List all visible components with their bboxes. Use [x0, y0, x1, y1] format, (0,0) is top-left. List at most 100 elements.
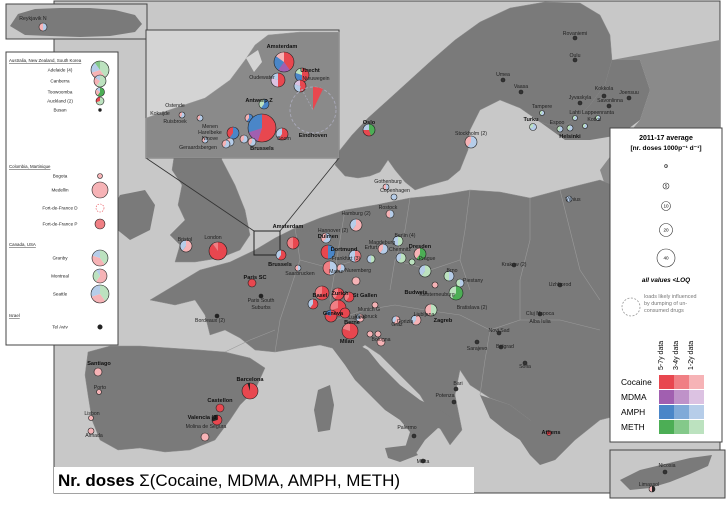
marker-oslo-marker	[362, 123, 376, 137]
marker-porto-marker	[96, 389, 102, 395]
marker-bx-harelbeke-outline	[239, 134, 249, 144]
marker-bx-oudewater-slice	[278, 73, 285, 87]
city-label-cluj-napoca: Cluj Napoca	[526, 311, 554, 317]
city-label-saarbrucken: Saarbrucken	[285, 271, 315, 277]
marker-tampere-slice	[540, 110, 545, 116]
marker-dortmund-slice	[355, 250, 361, 262]
marker-bx-koksijde-slice	[180, 112, 186, 119]
marker-bx-geraardsbergen-outline	[221, 139, 231, 149]
legend-size-circle	[661, 201, 671, 211]
marker-helsinki-slice	[568, 125, 573, 132]
city-label-reykjavik-n: Reykjavik N	[19, 16, 47, 22]
marker-bratislava-outline	[448, 285, 464, 301]
marker-medellin-marker	[91, 181, 109, 199]
marker-bx-ostende-outline	[196, 114, 204, 122]
city-label-berlin-4: Berlin (4)	[394, 233, 415, 239]
marker-gothenburg-outline	[382, 183, 390, 191]
marker-bordeaux-slice	[214, 313, 220, 319]
inset-city-label: Fort-de-France D	[42, 206, 78, 211]
legend-frame	[609, 127, 723, 443]
legend-dumping-note: consumed drugs	[644, 308, 684, 314]
city-label-geraardsbergen: Geraardsbergen	[179, 145, 217, 151]
city-label-dresden: Dresden	[409, 244, 432, 250]
marker-eindhoven	[289, 85, 337, 134]
city-label-budweis: Budweis	[404, 290, 427, 296]
marker-ljubljana-slice	[413, 315, 422, 325]
marker-basel-slice	[315, 286, 322, 299]
marker-brno-marker	[443, 270, 455, 282]
marker-oslo-slice	[363, 130, 371, 136]
marker-bx-koksijde-marker	[178, 111, 186, 119]
marker-lugano-slice	[339, 307, 351, 319]
city-label-kotka: Kotka	[587, 117, 600, 123]
marker-bx-amsterdam-slice	[275, 52, 284, 62]
map-title: Nr. doses Σ(Cocaine, MDMA, AMPH, METH)	[58, 471, 400, 490]
city-label-milan: Milan	[340, 339, 355, 345]
marker-valencia-slice	[212, 415, 223, 425]
marker-limassol-slice	[652, 486, 655, 492]
city-label-bari: Bari	[453, 381, 462, 387]
marker-zagreb-slice	[425, 304, 431, 316]
marker-brussels-main-outline	[275, 249, 287, 261]
marker-granby-marker	[91, 249, 109, 267]
legend: 2011-17 average [nr. doses 1000p⁻¹ d⁻¹] 1 5…	[621, 135, 704, 434]
city-label-hannover-2: Hannover (2)	[318, 228, 349, 234]
marker-dulmen-slice	[328, 245, 335, 259]
legend-period-header: 5-7y data	[658, 341, 665, 370]
city-label-kokkola: Kokkola	[595, 86, 614, 92]
marker-barcelona-outline	[241, 382, 259, 400]
legend-swatch	[689, 405, 704, 419]
city-markers	[38, 22, 668, 493]
marker-dortmund-slice	[349, 250, 355, 262]
marker-gothenburg-slice	[386, 184, 389, 190]
zoom-connector-right	[279, 157, 340, 232]
legend-loq: all values <LOQ	[642, 277, 690, 284]
city-label-erfurt: Erfurt	[365, 245, 378, 251]
marker-basel-2-marker	[307, 298, 319, 310]
city-label-gothenburg: Gothenburg	[374, 179, 402, 185]
marker-bx-ruisbroek2-slice	[203, 137, 208, 143]
legend-size-label: 20	[663, 228, 669, 233]
marker-bx-harelbeke-slice	[241, 135, 248, 144]
marker-nuremberg-slice	[351, 276, 361, 286]
marker-london-slice	[212, 242, 218, 251]
city-label-sarajevo: Sarajevo	[467, 346, 488, 352]
marker-milan-slice	[342, 323, 358, 340]
marker-chemnitz-marker	[395, 252, 407, 264]
marker-paris-sc-slice	[247, 278, 257, 288]
marker-bx-oudewater-marker	[270, 72, 286, 88]
city-label-valencia-3: Valencia (3)	[188, 415, 219, 421]
marker-oslo-slice	[369, 123, 375, 136]
city-label-gorizia: Gorizia	[397, 319, 414, 325]
marker-chemnitz-outline	[395, 252, 407, 264]
city-label-nicosia: Nicosia	[658, 463, 675, 469]
marker-auckland-2-marker	[95, 96, 105, 106]
marker-espoo-marker	[556, 125, 564, 133]
legend-size-label: 10	[663, 204, 669, 209]
marker-dulmen-marker	[320, 244, 336, 260]
marker-dortmund-marker	[348, 249, 362, 263]
marker-oslo-outline	[362, 123, 376, 137]
city-label-oslo: Oslo	[363, 120, 376, 126]
marker-toowoomba-slice	[95, 89, 100, 96]
marker-graz-slice	[392, 316, 396, 324]
marker-tampere-marker	[539, 110, 545, 116]
marker-reykjavik-slice	[39, 23, 43, 31]
marker-amsterdam-main-marker	[286, 236, 300, 250]
land-iceland	[10, 8, 142, 37]
inset-city-label: Adelaide (4)	[48, 68, 73, 73]
marker-tel-aviv-marker	[97, 324, 103, 330]
marker-erfurt-outline	[366, 254, 376, 264]
marker-granby-slice	[92, 250, 100, 258]
legend-period-header: 1-2y data	[688, 341, 695, 370]
legend-title: 2011-17 average	[639, 135, 693, 142]
marker-bx-amsterdam-slice	[274, 56, 284, 71]
marker-london-marker	[208, 241, 228, 261]
city-label-potenza: Potenza	[435, 393, 454, 399]
marker-canberra-slice	[94, 77, 100, 86]
marker-hannover-slice	[321, 233, 326, 243]
marker-bx-harelbeke-slice	[240, 135, 244, 143]
legend-size-label: 5	[665, 184, 668, 189]
marker-lugano-marker	[339, 307, 351, 319]
